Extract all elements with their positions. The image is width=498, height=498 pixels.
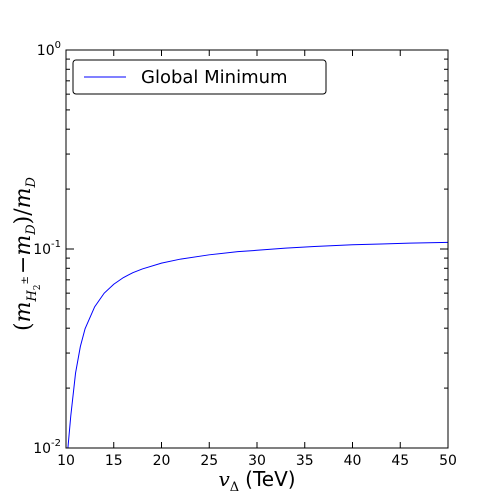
plot-frame	[65, 49, 449, 449]
y-axis-ticks: 10-2 10-1 100	[33, 40, 448, 457]
x-tick-label: 10	[57, 453, 75, 469]
x-tick-label: 50	[439, 453, 457, 469]
x-axis-label-symbol: v	[218, 467, 230, 491]
x-tick-label: 35	[296, 453, 314, 469]
x-axis-label-subscript: Δ	[230, 480, 239, 495]
x-axis-label: vΔ (TeV)	[218, 467, 295, 495]
y-tick-label: 100	[37, 40, 61, 59]
legend: Global Minimum	[72, 59, 327, 95]
y-tick-label: 10-2	[33, 438, 61, 457]
legend-label-global-minimum: Global Minimum	[141, 67, 288, 88]
x-tick-label: 30	[248, 453, 266, 469]
x-axis-ticks: 10 15 20 25 30 35 40 45 50	[57, 50, 457, 469]
svg-text:(mH2±−mD)/mD: (mH2±−mD)/mD	[11, 176, 43, 331]
y-axis-label: (mH2±−mD)/mD	[11, 176, 43, 331]
x-axis-label-unit: (TeV)	[245, 467, 295, 491]
x-tick-label: 45	[391, 453, 409, 469]
y-tick-label: 10-1	[33, 239, 61, 258]
x-tick-label: 25	[200, 453, 218, 469]
x-tick-label: 20	[153, 453, 171, 469]
x-tick-label: 15	[105, 453, 123, 469]
legend-box	[72, 59, 327, 95]
series-line-0	[67, 241, 449, 449]
x-tick-label: 40	[344, 453, 362, 469]
series-layer	[67, 241, 449, 449]
